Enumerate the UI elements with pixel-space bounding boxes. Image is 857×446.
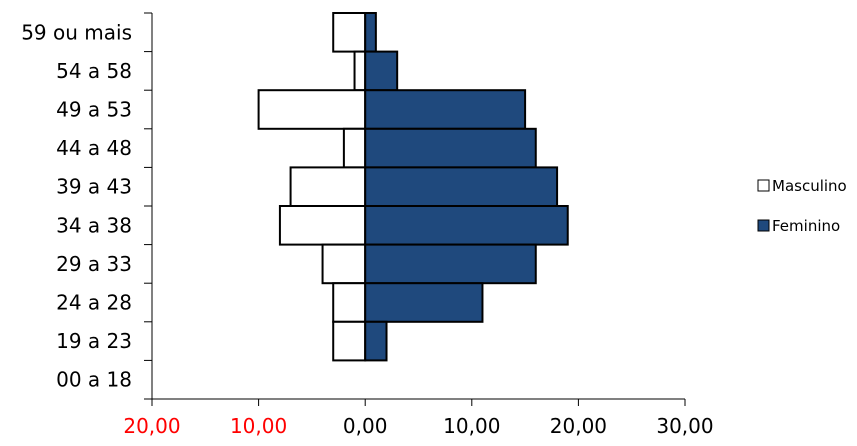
y-tick-label: 49 a 53: [56, 98, 132, 122]
x-tick-label: 20,00: [550, 414, 607, 438]
y-tick-label: 59 ou mais: [21, 20, 132, 44]
bar-feminino-5: [364, 205, 569, 246]
bar-masculino-7: [332, 282, 367, 323]
bar-feminino-8: [364, 320, 388, 362]
y-tick-label: 39 a 43: [56, 175, 132, 199]
bar-feminino-3: [364, 127, 537, 169]
legend-swatch-masculino: [757, 179, 770, 192]
x-tick-label: 10,00: [443, 414, 500, 438]
bar-masculino-4: [289, 166, 367, 207]
legend-label-masculino: Masculino: [772, 177, 847, 195]
y-tick-label: 44 a 48: [56, 136, 132, 160]
y-tick-label: 24 a 28: [56, 291, 132, 315]
legend-label-feminino: Feminino: [772, 217, 840, 235]
axes-group: 59 ou mais 54 a 58 49 a 53 44 a 48 39 a 43 34…: [21, 12, 685, 400]
x-tick-label: 30,00: [656, 414, 713, 438]
bar-masculino-6: [321, 243, 367, 285]
y-tick-label: 54 a 58: [56, 59, 132, 83]
bar-masculino-8: [332, 320, 367, 362]
bar-feminino-6: [364, 243, 537, 285]
bar-masculino-3: [342, 127, 367, 169]
bar-feminino-1: [364, 50, 399, 92]
bar-feminino-4: [364, 166, 559, 207]
x-tick-label: 0,00: [343, 414, 388, 438]
legend-swatch-feminino: [757, 219, 770, 232]
bars-group: [257, 12, 569, 362]
x-tick-label: 10,00: [230, 414, 287, 438]
y-tick-label: 19 a 23: [56, 329, 132, 353]
bar-masculino-1: [353, 50, 367, 92]
y-tick-label: 00 a 18: [56, 368, 132, 392]
bar-feminino-7: [364, 282, 484, 323]
bar-masculino-5: [278, 205, 367, 246]
y-tick-label: 34 a 38: [56, 213, 132, 237]
bar-masculino-0: [332, 12, 367, 53]
x-tick-label: 20,00: [123, 414, 180, 438]
y-tick-label: 29 a 33: [56, 252, 132, 276]
bar-feminino-2: [364, 89, 527, 130]
ticks-group: 20,00 10,00 0,00 10,00 20,00 30,00: [123, 399, 714, 438]
bar-feminino-0: [364, 12, 377, 53]
bar-masculino-2: [257, 89, 367, 130]
legend: Masculino Feminino: [757, 177, 847, 235]
